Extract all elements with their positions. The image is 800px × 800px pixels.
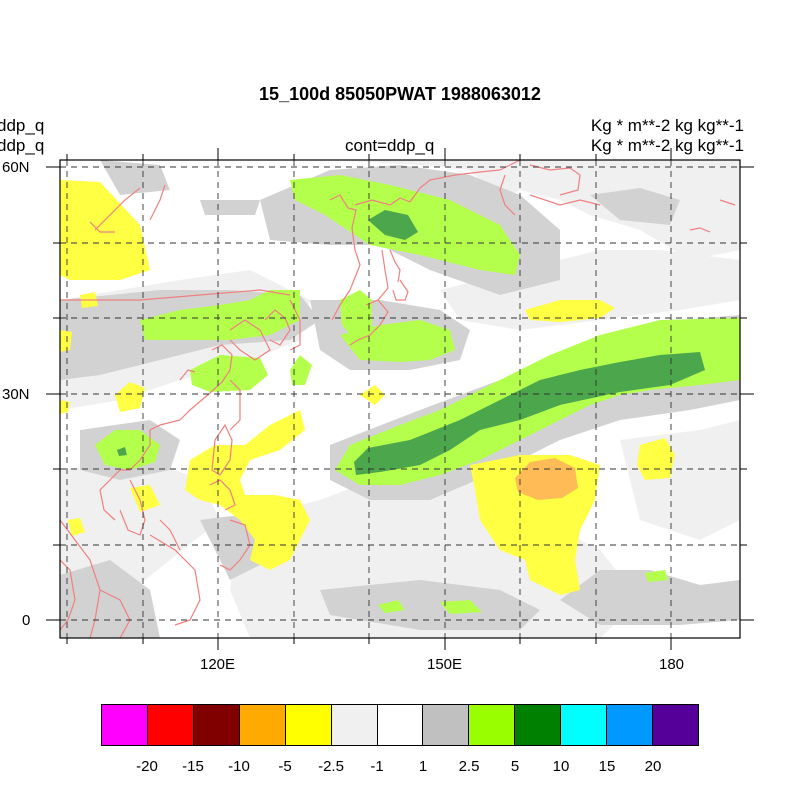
legend-label: -5 (278, 758, 292, 775)
legend-label: -20 (136, 758, 158, 775)
lat-label-30n: 30N (2, 386, 30, 403)
lat-label-0: 0 (22, 612, 31, 629)
legend-swatch (239, 705, 286, 745)
center-label: cont=ddp_q (345, 136, 435, 155)
legend-swatch (377, 705, 424, 745)
legend-swatch (331, 705, 378, 745)
lon-label-180: 180 (659, 656, 685, 673)
legend-swatch (561, 705, 608, 745)
coastlines (60, 160, 736, 638)
units-label-top: Kg * m**-2 kg kg**-1 (590, 116, 744, 135)
grid-lines (60, 160, 740, 638)
legend-label: 20 (644, 758, 662, 775)
color-legend (101, 704, 699, 746)
tick-marks (46, 148, 754, 650)
legend-swatch (469, 705, 516, 745)
contour-fills (60, 160, 740, 638)
legend-label: 2.5 (458, 758, 480, 775)
legend-swatch (653, 705, 698, 745)
legend-label: 10 (552, 758, 570, 775)
left-label-top: ddp_q (0, 116, 45, 135)
legend-label: 1 (418, 758, 428, 775)
legend-swatch (193, 705, 240, 745)
left-label-bottom: ddp_q (0, 136, 45, 155)
legend-swatch (423, 705, 470, 745)
map-frame (59, 159, 741, 639)
legend-label: -1 (370, 758, 384, 775)
legend-label: -10 (228, 758, 250, 775)
contour-map (46, 148, 754, 650)
legend-swatch (515, 705, 562, 745)
legend-label: 15 (598, 758, 616, 775)
lon-label-150e: 150E (427, 656, 463, 673)
legend-label: -15 (182, 758, 204, 775)
legend-swatch (607, 705, 654, 745)
map-title: 15_100d 85050PWAT 1988063012 (259, 84, 541, 104)
legend-label: -2.5 (318, 758, 344, 775)
lon-label-120e: 120E (200, 656, 236, 673)
units-label-bottom: Kg * m**-2 kg kg**-1 (590, 136, 744, 155)
legend-swatch (147, 705, 194, 745)
legend-swatch (285, 705, 332, 745)
legend-label: 5 (510, 758, 520, 775)
legend-swatch (102, 705, 148, 745)
lat-label-60n: 60N (2, 159, 30, 176)
